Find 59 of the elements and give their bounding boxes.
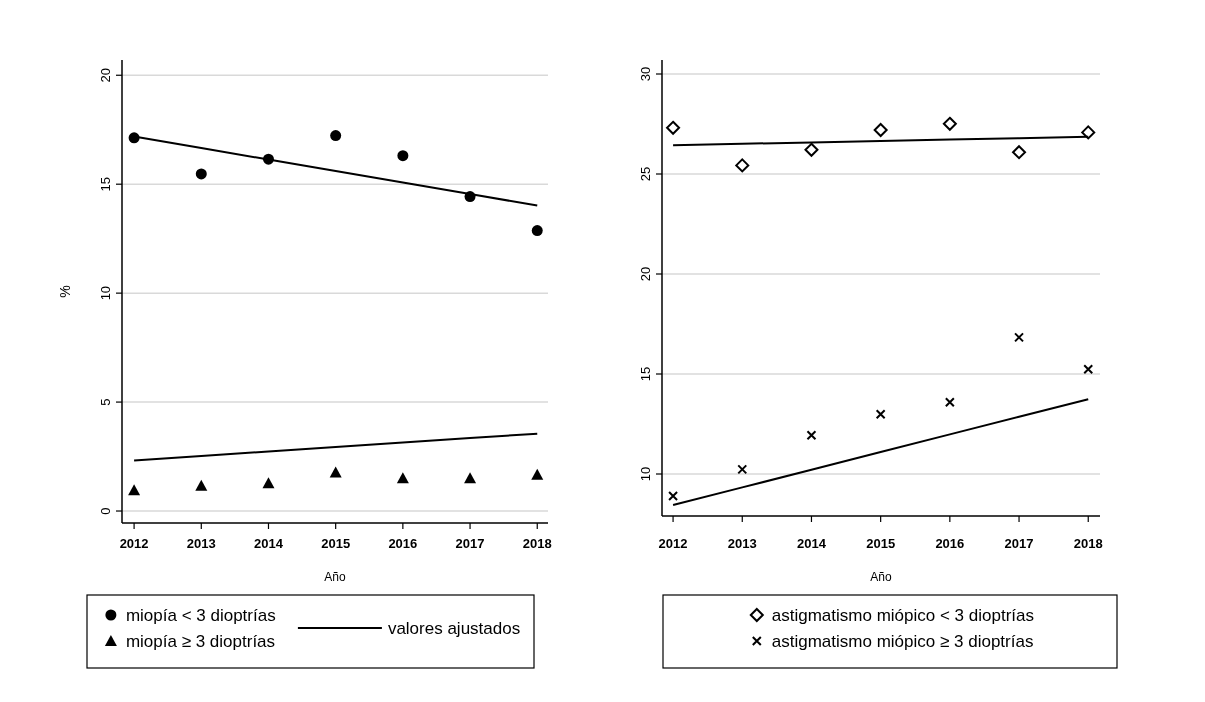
point <box>1083 364 1094 375</box>
y-tick-label: 25 <box>638 166 653 182</box>
x-tick-label: 2013 <box>186 536 216 551</box>
point <box>464 472 477 484</box>
point <box>330 130 342 142</box>
point <box>1081 125 1096 140</box>
y-tick-label: 10 <box>638 466 653 482</box>
y-tick-label: 20 <box>638 266 653 282</box>
y-tick-label: 10 <box>98 285 113 301</box>
point <box>942 116 957 131</box>
point <box>735 158 750 173</box>
x-axis-title: Año <box>870 570 892 584</box>
point <box>531 468 544 480</box>
point <box>1014 332 1025 343</box>
legend-label: miopía ≥ 3 dioptrías <box>125 632 276 651</box>
x-tick-label: 2017 <box>1004 536 1034 551</box>
x-tick-label: 2015 <box>321 536 351 551</box>
x-tick-label: 2016 <box>935 536 965 551</box>
y-tick-label: 30 <box>638 66 653 82</box>
y-tick-label: 15 <box>638 366 653 382</box>
point <box>666 120 681 135</box>
point <box>806 430 817 441</box>
x-tick-label: 2013 <box>727 536 757 551</box>
point <box>873 123 888 137</box>
y-tick-label: 0 <box>98 507 113 515</box>
legend-label: astigmatismo miópico < 3 dioptrías <box>771 606 1034 625</box>
point <box>737 464 748 475</box>
x-tick-label: 2014 <box>254 536 284 551</box>
x-tick-label: 2015 <box>866 536 896 551</box>
x-tick-label: 2018 <box>522 536 552 551</box>
x-tick-label: 2012 <box>658 536 688 551</box>
point <box>397 150 409 162</box>
point <box>262 477 275 489</box>
point <box>329 466 342 478</box>
point <box>195 168 207 180</box>
legend-label: astigmatismo miópico ≥ 3 dioptrías <box>771 632 1034 651</box>
x-tick-label: 2014 <box>797 536 827 551</box>
y-tick-label: 15 <box>98 176 113 192</box>
point <box>875 409 886 420</box>
point <box>531 225 543 237</box>
point <box>804 142 819 157</box>
x-tick-label: 2012 <box>119 536 149 551</box>
x-axis-title: Año <box>324 570 346 584</box>
point <box>396 472 409 484</box>
legend-label: valores ajustados <box>387 619 521 638</box>
y-axis-title: % <box>57 285 73 298</box>
x-tick-label: 2017 <box>455 536 485 551</box>
y-tick-label: 20 <box>98 68 113 83</box>
line-series <box>672 398 1090 506</box>
point <box>668 491 679 501</box>
point <box>1012 145 1027 160</box>
legend-label: miopía < 3 dioptrías <box>125 606 276 625</box>
point <box>195 479 208 491</box>
x-tick-label: 2016 <box>388 536 418 551</box>
y-tick-label: 5 <box>98 398 113 406</box>
x-tick-label: 2018 <box>1073 536 1103 551</box>
point <box>128 484 141 496</box>
line-series <box>133 432 539 462</box>
point <box>944 397 955 408</box>
